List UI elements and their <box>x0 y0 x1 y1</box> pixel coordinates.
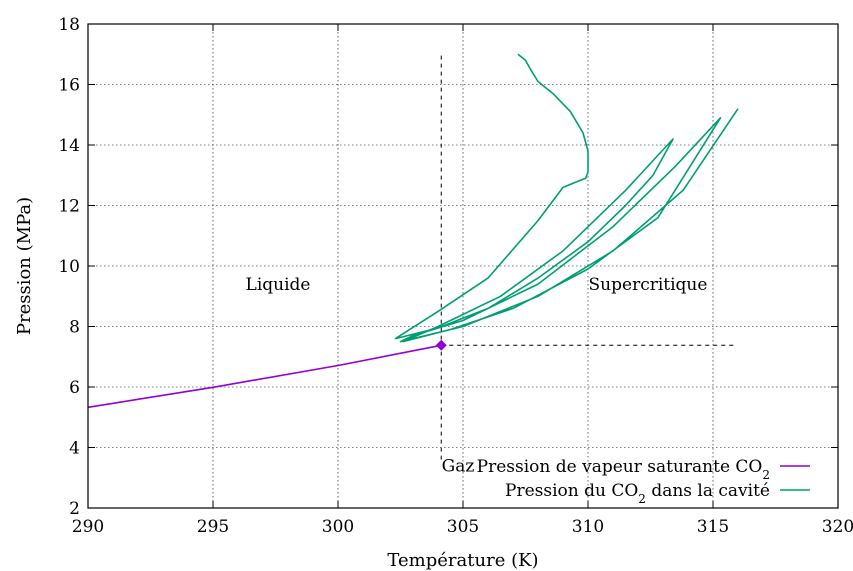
region-label-gaz: Gaz <box>442 457 475 477</box>
legend-entry-cavite-suffix: dans la cavité <box>646 481 770 501</box>
y-tick-label: 18 <box>58 15 80 35</box>
y-tick-label: 12 <box>58 197 80 217</box>
legend: Pression de vapeur saturante CO2 Pressio… <box>477 457 810 506</box>
grid <box>88 24 838 508</box>
y-tick-label: 6 <box>69 378 80 398</box>
reference-lines <box>440 54 736 460</box>
x-axis-label: Température (K) <box>387 550 538 571</box>
series-layer <box>87 53 739 409</box>
x-tick-label: 315 <box>697 517 729 537</box>
x-tick-label: 305 <box>447 517 479 537</box>
legend-entry-cavite-subscript: 2 <box>638 492 646 506</box>
series-line-cavite <box>394 53 739 343</box>
legend-entry-vapeur-subscript: 2 <box>762 468 770 482</box>
x-tick-label: 290 <box>72 517 104 537</box>
y-axis-label: Pression (MPa) <box>14 197 35 335</box>
ticks: 290 295 300 305 310 315 320 2 4 6 8 10 12 14 16 18 <box>58 15 853 537</box>
y-tick-label: 16 <box>58 76 80 96</box>
x-tick-label: 320 <box>822 517 853 537</box>
y-tick-label: 2 <box>69 499 80 519</box>
legend-entry-cavite-text: Pression du CO <box>505 481 638 501</box>
y-tick-label: 4 <box>69 439 80 459</box>
region-label-liquide: Liquide <box>246 275 311 295</box>
y-tick-label: 10 <box>58 257 80 277</box>
region-label-supercritique: Supercritique <box>589 275 708 295</box>
critical-point-marker <box>435 339 447 351</box>
x-tick-label: 300 <box>322 517 354 537</box>
y-tick-label: 14 <box>58 136 80 156</box>
legend-entry-vapeur: Pression de vapeur saturante CO2 <box>477 457 770 482</box>
series-line-vapeur-saturante <box>87 344 442 409</box>
x-tick-label: 310 <box>572 517 604 537</box>
legend-entry-cavite: Pression du CO2 dans la cavité <box>505 481 770 506</box>
x-tick-label: 295 <box>197 517 229 537</box>
legend-entry-vapeur-text: Pression de vapeur saturante CO <box>477 457 763 477</box>
y-tick-label: 8 <box>69 318 80 338</box>
